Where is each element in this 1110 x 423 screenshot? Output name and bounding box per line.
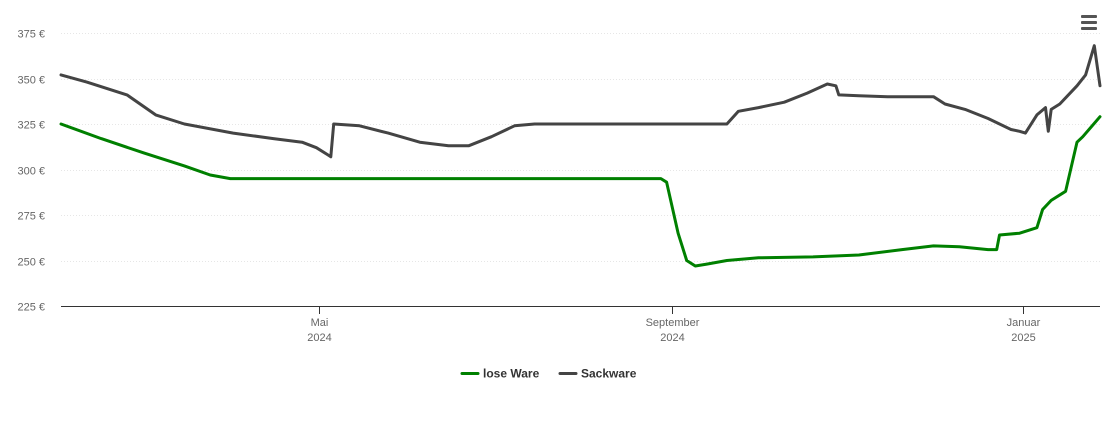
y-tick-label: 225 € xyxy=(17,302,45,314)
legend-item[interactable]: lose Ware xyxy=(460,367,540,381)
y-tick-label: 325 € xyxy=(17,120,45,132)
legend: lose Ware Sackware xyxy=(460,367,637,381)
x-tick-label-month: Mai xyxy=(311,317,329,329)
x-tick-label-month: Januar xyxy=(1007,317,1041,329)
legend-label: lose Ware xyxy=(483,367,540,381)
y-tick-label: 275 € xyxy=(17,211,45,223)
hamburger-icon-bar xyxy=(1081,26,1097,30)
hamburger-icon-bar xyxy=(1081,20,1097,24)
series-lines xyxy=(59,44,1102,268)
y-tick-label: 300 € xyxy=(17,166,45,178)
series-line-lose-ware[interactable] xyxy=(59,115,1102,268)
x-tick-label-year: 2024 xyxy=(660,332,684,344)
x-tick-label-year: 2025 xyxy=(1011,332,1035,344)
series-line-sackware[interactable] xyxy=(59,44,1102,159)
hamburger-icon-bar xyxy=(1081,14,1097,18)
x-axis: Mai 2024 September 2024 Januar 2025 xyxy=(61,306,1100,344)
grid-lines xyxy=(61,33,1100,262)
legend-item[interactable]: Sackware xyxy=(558,367,637,381)
y-tick-label: 250 € xyxy=(17,257,45,269)
y-axis: 225 € 250 € 275 € 300 € 325 € 350 € 375 € xyxy=(17,29,45,314)
x-tick-label-month: September xyxy=(646,317,700,329)
y-tick-label: 375 € xyxy=(17,29,45,41)
legend-label: Sackware xyxy=(581,367,637,381)
y-tick-label: 350 € xyxy=(17,75,45,87)
chart-menu-button[interactable] xyxy=(1076,10,1102,34)
x-tick-label-year: 2024 xyxy=(307,332,331,344)
